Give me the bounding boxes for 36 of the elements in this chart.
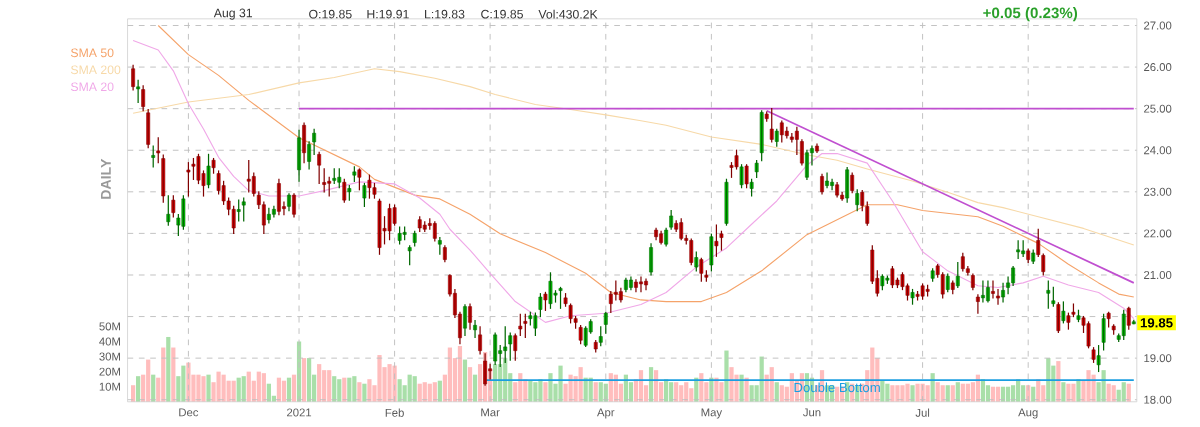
annotation: Aug 31 bbox=[213, 8, 253, 20]
x-tick-label: 2021 bbox=[287, 408, 312, 417]
x-tick-label: Dec bbox=[179, 408, 199, 417]
y-tick-label: 22.00 bbox=[1144, 229, 1172, 238]
y-tick-label: 21.00 bbox=[1144, 270, 1172, 279]
y-tick-label: 23.00 bbox=[1144, 187, 1172, 196]
y2-tick-label: 10M bbox=[99, 382, 120, 391]
annotation: Double Bottom bbox=[794, 382, 880, 392]
y-tick-label: 27.00 bbox=[1144, 21, 1172, 30]
text: SMA 200 bbox=[70, 65, 121, 74]
x-tick-label: Apr bbox=[597, 408, 615, 419]
x-tick-label: Jun bbox=[803, 408, 821, 417]
x-tick-label: Aug bbox=[1018, 408, 1038, 419]
y2-tick-label: 20M bbox=[99, 367, 120, 376]
text: L:19.83 bbox=[425, 9, 465, 19]
y-tick-label: 19.00 bbox=[1144, 354, 1172, 363]
text: SMA 50 bbox=[70, 48, 114, 58]
text: DAILY bbox=[101, 158, 111, 199]
x-tick-label: May bbox=[701, 408, 723, 419]
y-tick-label: 24.00 bbox=[1144, 146, 1172, 155]
y2-tick-label: 40M bbox=[99, 337, 120, 346]
annotation: 19.85 bbox=[1140, 318, 1173, 328]
y-tick-label: 18.00 bbox=[1144, 395, 1172, 404]
y2-tick-label: 30M bbox=[99, 352, 120, 361]
x-tick-label: Jul bbox=[915, 408, 930, 417]
text: C:19.85 bbox=[481, 9, 523, 19]
y-tick-label: 25.00 bbox=[1144, 104, 1172, 113]
y-tick-label: 26.00 bbox=[1144, 62, 1172, 71]
text: O:19.85 bbox=[309, 9, 352, 19]
x-tick-label: Mar bbox=[481, 408, 500, 417]
text: Vol:430.2K bbox=[538, 9, 598, 19]
text: H:19.91 bbox=[367, 9, 409, 19]
annotation: +0.05 (0.23%) bbox=[983, 6, 1078, 22]
y2-tick-label: 50M bbox=[99, 322, 120, 331]
x-tick-label: Feb bbox=[385, 408, 404, 417]
text: SMA 20 bbox=[70, 82, 114, 91]
